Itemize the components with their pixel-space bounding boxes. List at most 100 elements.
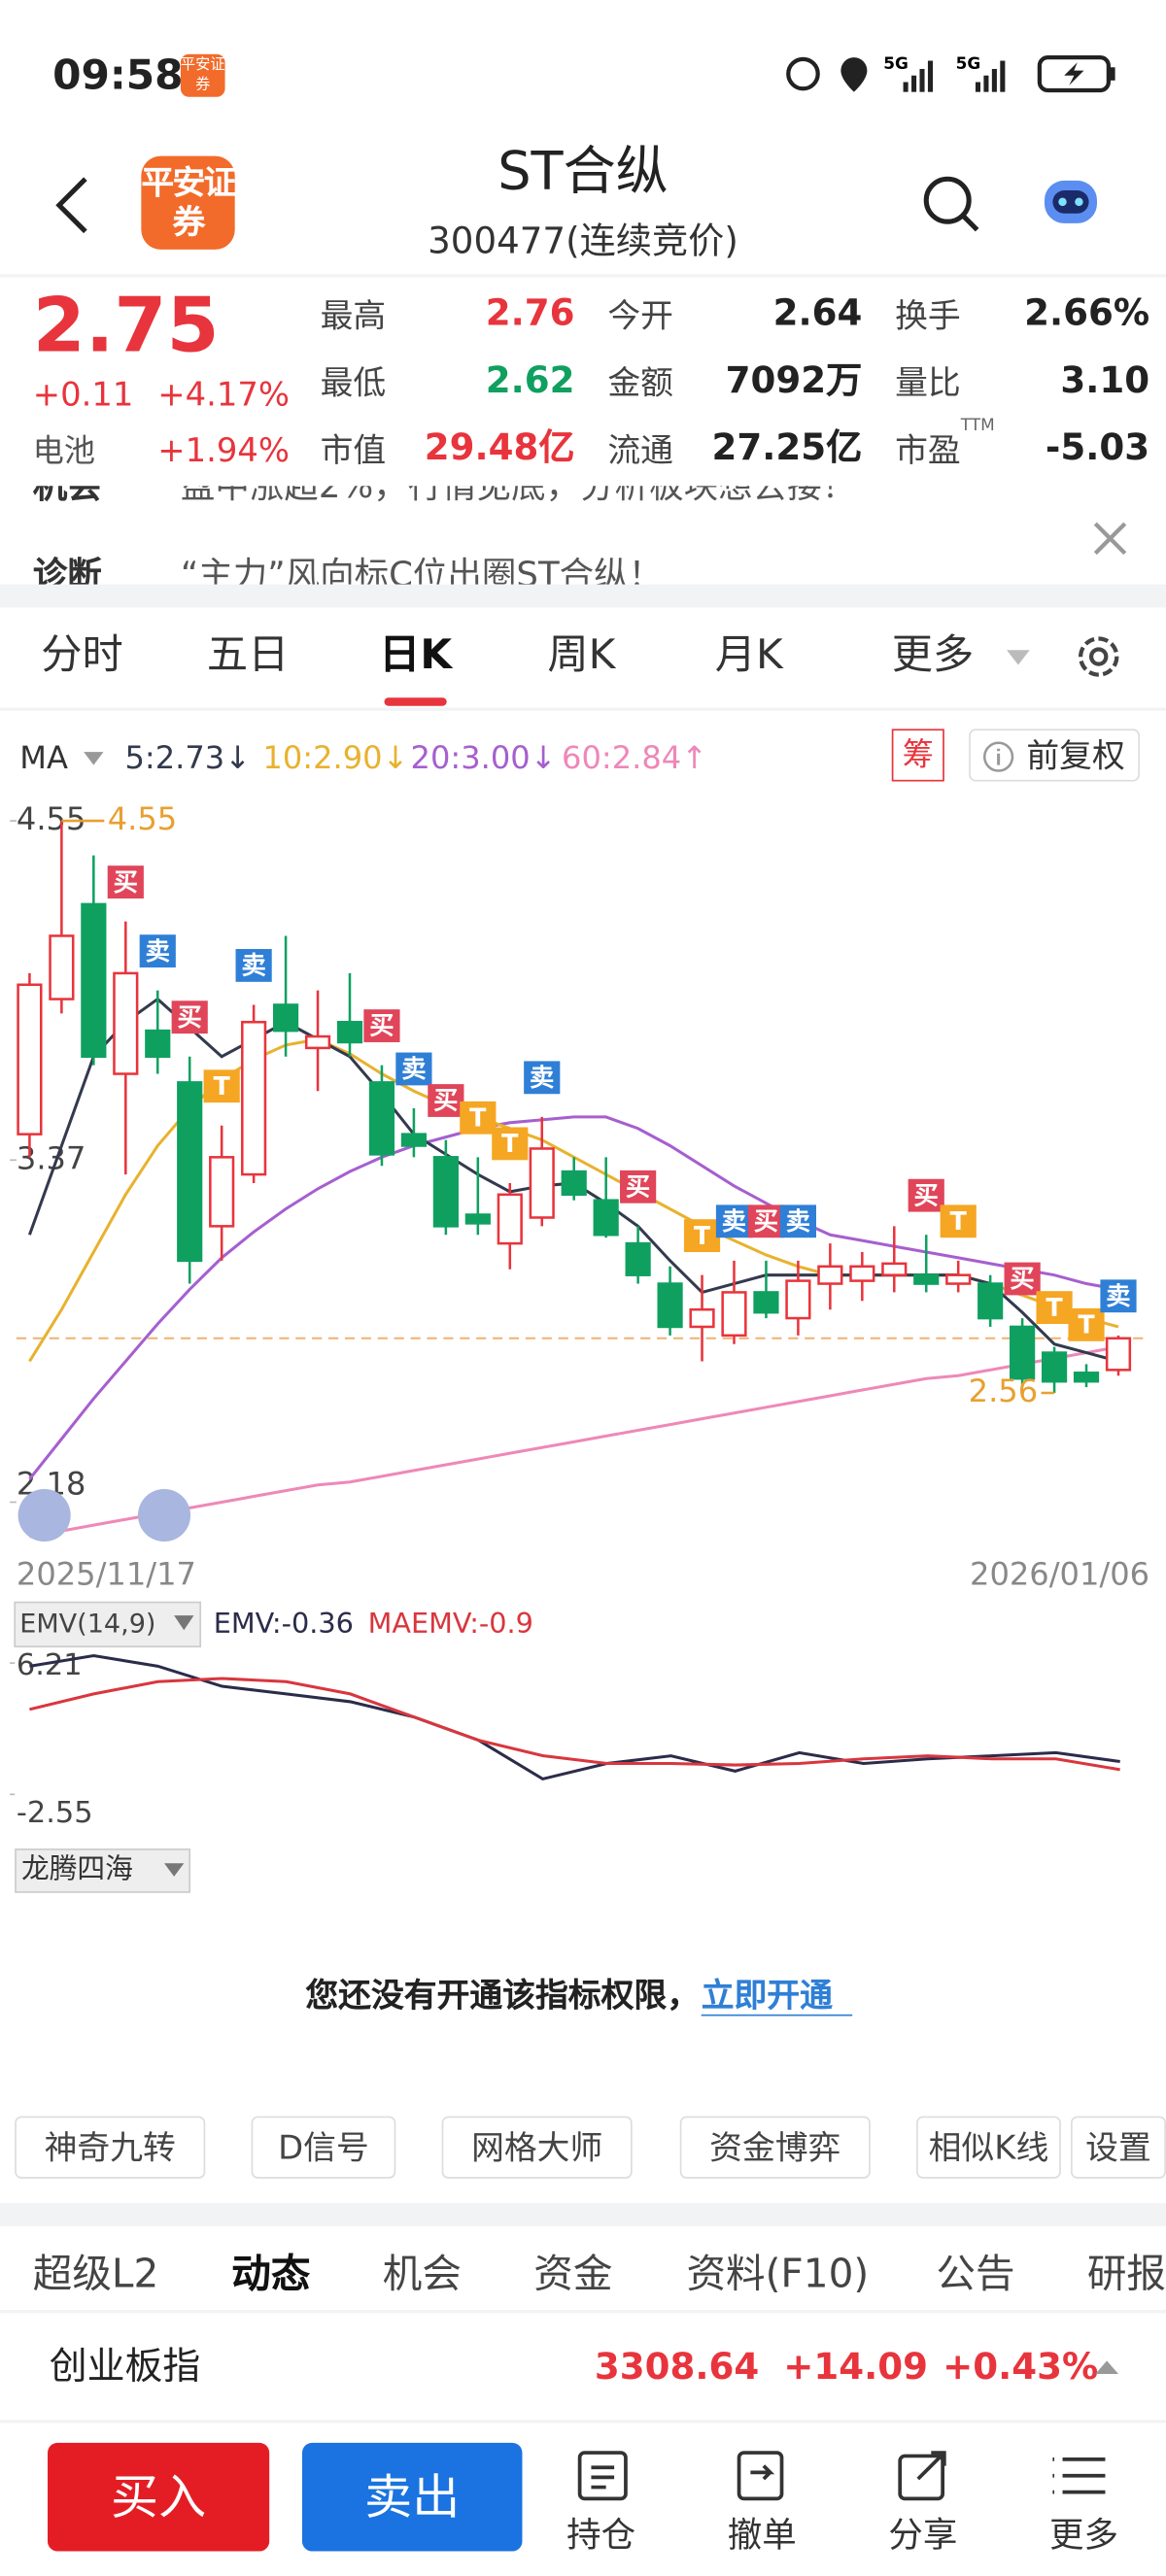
index-change-pct: +0.43% [943, 2347, 1099, 2390]
candle-body [432, 1156, 459, 1228]
stat-label: 市盈 [895, 429, 961, 470]
section-tab[interactable]: 动态 [231, 2251, 311, 2297]
candle-body [368, 1081, 395, 1156]
trade-marker [940, 1204, 977, 1238]
indicator-select[interactable]: 龙腾四海 [15, 1848, 191, 1893]
open-link[interactable]: 立即开通 [701, 1979, 853, 2017]
news-text[interactable]: 盘中涨超2%，行情见底，分析板块想去接！ [180, 486, 857, 506]
index-value: 3308.64 [594, 2347, 760, 2390]
trade-marker [1100, 1279, 1137, 1313]
settings-button[interactable] [1074, 632, 1123, 682]
dropdown-arrow [84, 752, 104, 765]
trade-marker [908, 1178, 944, 1212]
candle-body [753, 1291, 779, 1314]
action-button[interactable]: 持仓 [566, 2515, 636, 2555]
tool-button[interactable]: D信号 [251, 2116, 396, 2179]
news-text[interactable]: “主力”风向标C位出圈ST合纵！ [180, 555, 664, 585]
candle-body [241, 1020, 267, 1176]
section-tab[interactable]: 超级L2 [32, 2251, 159, 2297]
expand-button [17, 1488, 71, 1542]
period-tab[interactable]: 日K [379, 630, 453, 679]
candle-body [497, 1193, 523, 1245]
tool-button[interactable]: 资金博弈 [679, 2116, 871, 2179]
candle-body [113, 971, 139, 1075]
tool-button[interactable]: 相似K线 [916, 2116, 1061, 2179]
stat-label: 金额 [607, 362, 673, 403]
trade-marker [779, 1204, 816, 1238]
period-tab[interactable]: 月K [714, 630, 783, 679]
app-badge: 平安证券 [180, 53, 225, 97]
period-tab[interactable]: 分时 [41, 630, 123, 679]
period-tab[interactable]: 五日 [206, 630, 290, 679]
news-tag: 机会 [32, 486, 102, 506]
section-tab[interactable]: 资金 [533, 2251, 613, 2297]
candle-body [272, 1003, 299, 1033]
sell-button[interactable]: 卖出 [301, 2442, 523, 2552]
candle-body [1073, 1372, 1100, 1383]
trade-marker-label: 买 [914, 1180, 939, 1209]
x-axis-label: 2025/11/17 [17, 1556, 196, 1593]
candle-body [209, 1156, 235, 1228]
period-tab[interactable]: 更多 [891, 630, 975, 679]
tool-button[interactable]: 神奇九转 [15, 2116, 206, 2179]
price-change: +0.11 [32, 374, 134, 414]
emv-title: EMV(14,9) [19, 1610, 155, 1640]
stat-label: 最高 [320, 295, 387, 335]
close-button[interactable] [1090, 519, 1130, 559]
candle-body [17, 983, 43, 1135]
trade-marker-label: 买 [626, 1171, 650, 1201]
candle-body [304, 1034, 331, 1050]
action-button[interactable]: 分享 [888, 2515, 958, 2555]
stock-code: 300477(连续竞价) [428, 221, 738, 263]
search-button[interactable] [919, 172, 985, 238]
trade-marker-label: 卖 [241, 951, 265, 980]
tool-button[interactable]: 设置 [1070, 2116, 1166, 2179]
fullscreen-button [137, 1488, 191, 1542]
tool-button[interactable]: 网格大师 [441, 2116, 633, 2179]
trade-marker [235, 949, 272, 982]
permission-notice: 您还没有开通该指标权限， [305, 1975, 700, 2015]
adjust-button[interactable]: 前复权 [969, 729, 1140, 782]
stat-value: 2.64 [772, 293, 863, 335]
stat-value: 7092万 [725, 360, 863, 403]
action-button[interactable]: 更多 [1048, 2515, 1118, 2555]
trade-marker-label: 卖 [786, 1206, 810, 1236]
trade-marker-label: 买 [433, 1086, 458, 1115]
candle-body [1041, 1351, 1068, 1383]
trade-marker-label: 卖 [401, 1054, 426, 1083]
news-tag: 诊断 [32, 555, 102, 585]
section-tab[interactable]: 资料(F10) [686, 2251, 870, 2297]
candle-body [49, 934, 75, 1000]
candle-body [561, 1169, 587, 1197]
trade-marker [460, 1101, 497, 1135]
back-button[interactable] [50, 172, 99, 238]
section-tab[interactable]: 公告 [936, 2251, 1015, 2297]
candle-body [464, 1213, 491, 1225]
ma-label[interactable]: MA [19, 740, 68, 777]
stat-value: 3.10 [1060, 360, 1150, 403]
trade-marker [428, 1084, 464, 1117]
section-tab[interactable]: 机会 [382, 2251, 462, 2297]
stat-value: 29.48亿 [424, 428, 575, 470]
assistant-button[interactable] [1038, 171, 1104, 230]
trade-marker-label: 买 [754, 1206, 778, 1236]
chip-button[interactable]: 筹 [891, 729, 944, 782]
index-change: +14.09 [783, 2347, 928, 2390]
period-tab[interactable]: 周K [547, 630, 616, 679]
action-button[interactable]: 撤单 [727, 2515, 797, 2555]
section-tab[interactable]: 研报 [1086, 2251, 1166, 2297]
info-icon [982, 741, 1014, 772]
ma-line [28, 1115, 1119, 1480]
stat-sup: TTM [960, 417, 995, 435]
trade-marker-label: 买 [1010, 1264, 1034, 1293]
candle-body [945, 1273, 972, 1285]
ma-value: 20:3.00↓ [410, 740, 557, 777]
trade-marker-label: 买 [178, 1002, 202, 1032]
trade-marker-label: 买 [114, 867, 138, 897]
sector-name: 电池 [32, 433, 96, 470]
stat-value: 2.76 [485, 293, 575, 335]
emv-line [29, 1654, 1120, 1781]
buy-button[interactable]: 买入 [48, 2442, 270, 2552]
trade-marker [620, 1169, 657, 1203]
